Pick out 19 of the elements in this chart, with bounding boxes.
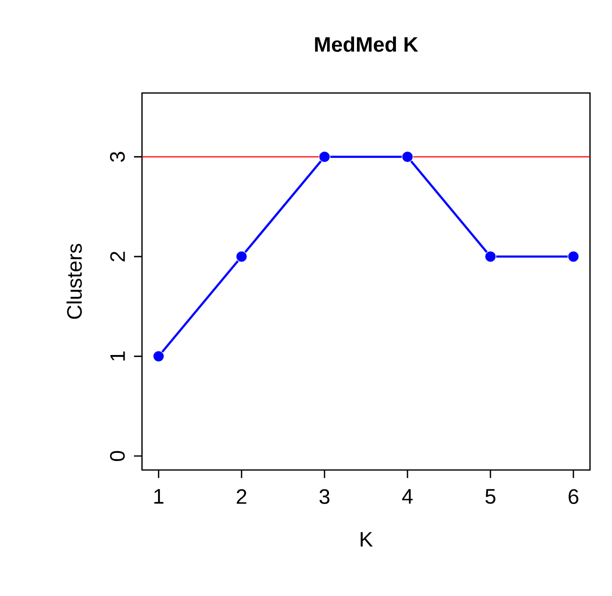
x-tick-label: 2	[236, 489, 246, 504]
point	[402, 151, 414, 163]
x-tick-label: 4	[402, 489, 413, 504]
y-tick-label: 1	[110, 352, 125, 361]
point	[484, 250, 496, 262]
y-tick-label: 2	[110, 252, 125, 262]
x-tick-label: 6	[568, 489, 578, 504]
x-tick-label: 1	[154, 489, 164, 504]
point	[152, 350, 164, 362]
y-axis-title: Clusters	[66, 244, 82, 319]
point	[568, 250, 580, 262]
x-tick-label: 3	[320, 489, 330, 504]
y-tick-label: 3	[110, 152, 125, 162]
x-axis-title: K	[360, 532, 373, 547]
chart-title: MedMed K	[315, 36, 418, 52]
x-tick-label: 5	[485, 489, 496, 504]
point	[236, 250, 248, 262]
y-tick-label: 0	[110, 451, 125, 462]
point	[318, 151, 330, 163]
